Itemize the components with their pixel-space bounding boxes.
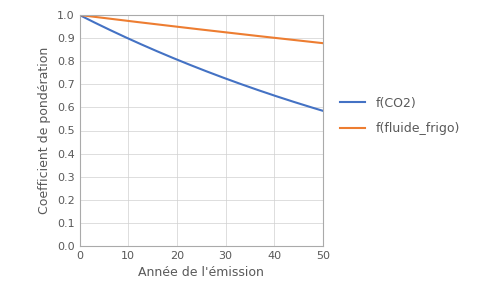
f(CO2) xyxy=(314,107,320,111)
f(fluide_frigo) xyxy=(314,41,320,44)
f(fluide_frigo) xyxy=(222,30,228,34)
Y-axis label: Coefficient de pondération: Coefficient de pondération xyxy=(38,47,51,214)
f(fluide_frigo) xyxy=(192,27,198,31)
f(fluide_frigo) xyxy=(320,41,326,45)
f(fluide_frigo) xyxy=(276,37,282,40)
f(CO2) xyxy=(194,66,200,69)
f(CO2) xyxy=(208,71,214,75)
Line: f(fluide_frigo): f(fluide_frigo) xyxy=(80,15,323,43)
X-axis label: Année de l'émission: Année de l'émission xyxy=(138,266,264,279)
f(fluide_frigo) xyxy=(77,13,83,17)
f(CO2) xyxy=(192,65,198,69)
f(CO2) xyxy=(222,76,228,80)
Line: f(CO2): f(CO2) xyxy=(80,15,323,111)
Legend: f(CO2), f(fluide_frigo): f(CO2), f(fluide_frigo) xyxy=(334,91,466,142)
f(CO2) xyxy=(320,109,326,113)
f(CO2) xyxy=(77,13,83,17)
f(CO2) xyxy=(276,95,282,99)
f(fluide_frigo) xyxy=(194,27,200,31)
f(fluide_frigo) xyxy=(208,29,214,32)
